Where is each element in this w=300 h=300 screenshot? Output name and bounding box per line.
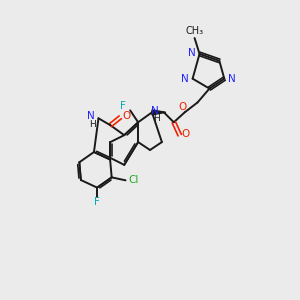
Text: O: O [122, 111, 130, 121]
Text: N: N [228, 74, 236, 84]
Text: F: F [120, 101, 126, 111]
Text: N: N [151, 106, 159, 116]
Text: H: H [89, 120, 95, 129]
Polygon shape [152, 110, 166, 115]
Text: N: N [87, 111, 94, 121]
Text: F: F [94, 197, 100, 207]
Text: O: O [178, 102, 187, 112]
Text: H: H [153, 114, 160, 123]
Text: Cl: Cl [128, 175, 139, 185]
Text: CH₃: CH₃ [185, 26, 204, 36]
Text: N: N [188, 48, 196, 58]
Text: N: N [181, 74, 189, 84]
Text: O: O [182, 129, 190, 139]
